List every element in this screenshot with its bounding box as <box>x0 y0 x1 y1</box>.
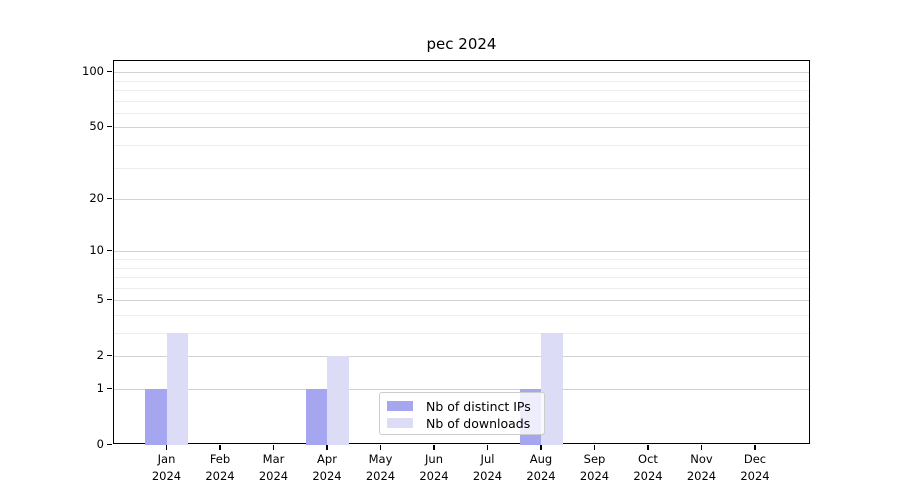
x-tick-label: Dec 2024 <box>740 452 770 483</box>
y-tick-label: 2 <box>96 348 104 363</box>
y-tick-label: 20 <box>89 191 104 206</box>
y-tick-label: 100 <box>82 64 104 79</box>
x-tick-label: Jul 2024 <box>472 452 503 483</box>
y-axis-tick <box>107 197 112 200</box>
y-axis-tick <box>107 70 112 73</box>
y-gridline-minor <box>114 167 809 169</box>
bar-distinct-ips <box>145 389 168 445</box>
plot-area <box>113 60 810 445</box>
y-gridline-minor <box>114 100 809 102</box>
x-axis-tick <box>700 445 703 450</box>
chart-title: pec 2024 <box>426 35 497 53</box>
x-tick-label: Sep 2024 <box>579 452 610 483</box>
y-gridline-minor <box>114 287 809 289</box>
y-tick-label: 1 <box>96 381 104 395</box>
x-tick-label: May 2024 <box>365 452 396 483</box>
y-axis-tick <box>107 354 112 357</box>
legend-label: Nb of distinct IPs <box>426 398 531 414</box>
x-axis-tick <box>433 445 435 450</box>
x-axis-tick <box>165 445 168 450</box>
y-tick-label: 10 <box>89 243 104 258</box>
bar-downloads <box>166 333 188 445</box>
x-axis-tick <box>486 445 489 450</box>
legend-swatch-distinct-ips <box>387 401 413 411</box>
x-tick-label: Nov 2024 <box>686 452 717 483</box>
y-axis-tick <box>107 298 112 301</box>
y-gridline-minor <box>114 258 809 260</box>
y-gridline-major <box>114 300 809 302</box>
x-axis-tick <box>540 445 542 450</box>
y-gridline-minor <box>114 267 809 269</box>
legend-swatch-downloads <box>387 418 413 428</box>
x-axis-tick <box>326 445 328 450</box>
bar-downloads <box>541 333 563 445</box>
legend-item: Nb of downloads <box>387 415 536 431</box>
x-tick-label: Oct 2024 <box>633 452 663 483</box>
y-tick-label: 50 <box>89 119 104 134</box>
y-axis-tick <box>107 125 112 128</box>
x-tick-label: Jun 2024 <box>419 452 449 483</box>
y-gridline-minor <box>114 145 809 146</box>
y-gridline-minor <box>114 90 809 91</box>
x-tick-label: Mar 2024 <box>258 452 289 483</box>
x-tick-label: Feb 2024 <box>205 452 235 483</box>
y-gridline-major <box>114 127 809 129</box>
y-gridline-major <box>114 389 809 390</box>
y-axis-tick <box>107 387 112 390</box>
x-tick-label: Apr 2024 <box>312 452 342 483</box>
x-axis-tick <box>219 445 221 450</box>
x-axis-tick <box>379 445 382 450</box>
y-tick-label: 5 <box>96 292 104 307</box>
y-tick-label: 0 <box>96 437 104 451</box>
y-gridline-major <box>114 199 809 201</box>
y-axis-tick <box>107 443 112 446</box>
x-axis-tick <box>593 445 596 450</box>
y-gridline-major <box>114 356 809 358</box>
legend-label: Nb of downloads <box>426 415 531 431</box>
y-gridline-minor <box>114 112 809 114</box>
x-axis-tick <box>754 445 756 450</box>
legend: Nb of distinct IPs Nb of downloads <box>379 392 545 435</box>
y-gridline-minor <box>114 333 809 334</box>
x-tick-label: Aug 2024 <box>526 452 556 483</box>
y-gridline-major <box>114 72 809 74</box>
y-gridline-minor <box>114 80 809 82</box>
y-gridline-minor <box>114 314 809 316</box>
x-axis-tick <box>647 445 649 450</box>
legend-item: Nb of distinct IPs <box>387 398 536 414</box>
x-tick-label: Jan 2024 <box>151 452 182 483</box>
bar-distinct-ips <box>305 389 328 445</box>
y-axis-tick <box>107 249 112 252</box>
bar-downloads <box>327 356 349 445</box>
y-gridline-major <box>114 251 809 253</box>
x-axis-tick <box>272 445 275 450</box>
y-gridline-minor <box>114 277 809 279</box>
